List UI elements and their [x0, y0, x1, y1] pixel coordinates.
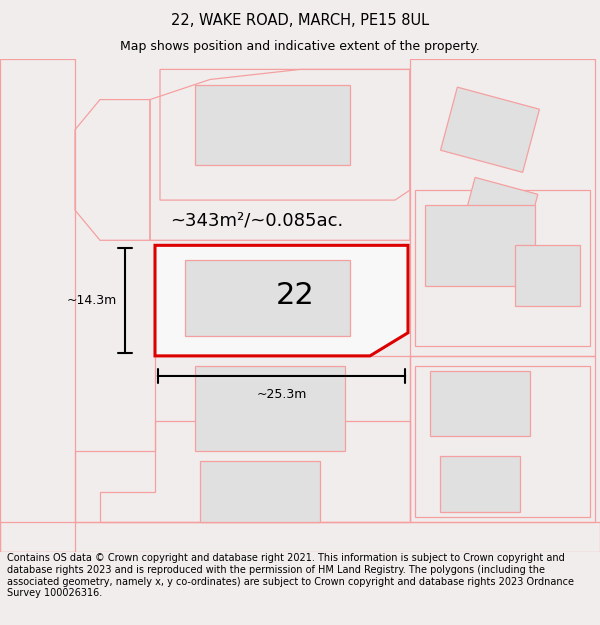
Text: ~14.3m: ~14.3m: [67, 294, 117, 307]
Bar: [195, 366, 345, 451]
Bar: [440, 456, 520, 512]
Bar: [515, 246, 580, 306]
Text: 22: 22: [275, 281, 314, 310]
Text: Map shows position and indicative extent of the property.: Map shows position and indicative extent…: [120, 41, 480, 53]
Text: ~343m²/~0.085ac.: ~343m²/~0.085ac.: [170, 211, 343, 229]
Polygon shape: [440, 87, 539, 172]
Polygon shape: [462, 177, 538, 243]
Bar: [425, 205, 535, 286]
Bar: [200, 461, 320, 522]
Bar: [185, 261, 350, 336]
Text: ~25.3m: ~25.3m: [256, 388, 307, 401]
Text: Contains OS data © Crown copyright and database right 2021. This information is : Contains OS data © Crown copyright and d…: [7, 553, 574, 598]
Text: 22, WAKE ROAD, MARCH, PE15 8UL: 22, WAKE ROAD, MARCH, PE15 8UL: [171, 13, 429, 28]
Polygon shape: [155, 246, 408, 356]
Bar: [430, 371, 530, 436]
Bar: [195, 84, 350, 165]
